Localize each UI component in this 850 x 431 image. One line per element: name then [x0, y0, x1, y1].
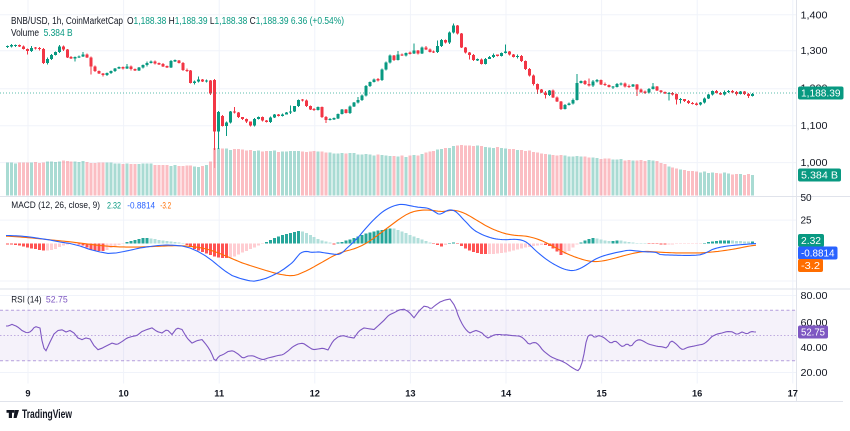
svg-text:1,188.39: 1,188.39 — [801, 89, 841, 100]
svg-text:2.32: 2.32 — [107, 201, 121, 211]
svg-text:16: 16 — [692, 389, 702, 399]
svg-text:MACD (12, 26, close, 9): MACD (12, 26, close, 9) — [11, 200, 100, 210]
svg-text:5.384 B: 5.384 B — [801, 171, 838, 182]
svg-text:14: 14 — [501, 389, 512, 399]
svg-text:52.75: 52.75 — [801, 328, 825, 339]
svg-text:RSI (14): RSI (14) — [11, 295, 41, 305]
svg-text:2.32: 2.32 — [801, 236, 821, 247]
svg-text:1,000: 1,000 — [801, 158, 828, 169]
svg-text:O1,188.38 H1,188.39 L1,188.38: O1,188.38 H1,188.39 L1,188.38 C1,188.39 … — [127, 16, 344, 27]
svg-text:17: 17 — [788, 389, 798, 399]
svg-text:13: 13 — [405, 389, 415, 399]
svg-text:1,100: 1,100 — [801, 121, 828, 132]
svg-text:12: 12 — [310, 389, 320, 399]
svg-text:Volume: Volume — [11, 28, 39, 39]
svg-text:9: 9 — [25, 389, 30, 399]
svg-text:20.00: 20.00 — [801, 368, 828, 379]
svg-text:50: 50 — [801, 193, 813, 204]
svg-text:40.00: 40.00 — [801, 343, 828, 354]
svg-text:-3.2: -3.2 — [160, 201, 171, 211]
svg-text:1,400: 1,400 — [801, 10, 828, 21]
svg-text:-0.8814: -0.8814 — [801, 249, 835, 260]
svg-text:15: 15 — [596, 389, 606, 399]
svg-text:-3.2: -3.2 — [801, 261, 820, 272]
svg-text:5.384 B: 5.384 B — [44, 28, 73, 39]
svg-text:52.75: 52.75 — [46, 295, 68, 305]
svg-text:10: 10 — [118, 389, 128, 399]
svg-text:1,300: 1,300 — [801, 46, 828, 57]
svg-text:25: 25 — [801, 216, 813, 227]
svg-text:11: 11 — [214, 389, 224, 399]
svg-text:BNB/USD, 1h, CoinMarketCap: BNB/USD, 1h, CoinMarketCap — [11, 16, 123, 27]
svg-text:80.00: 80.00 — [801, 291, 828, 302]
svg-text:TradingView: TradingView — [22, 409, 72, 421]
svg-text:-0.8814: -0.8814 — [127, 201, 155, 211]
svg-text:60.00: 60.00 — [801, 318, 828, 329]
